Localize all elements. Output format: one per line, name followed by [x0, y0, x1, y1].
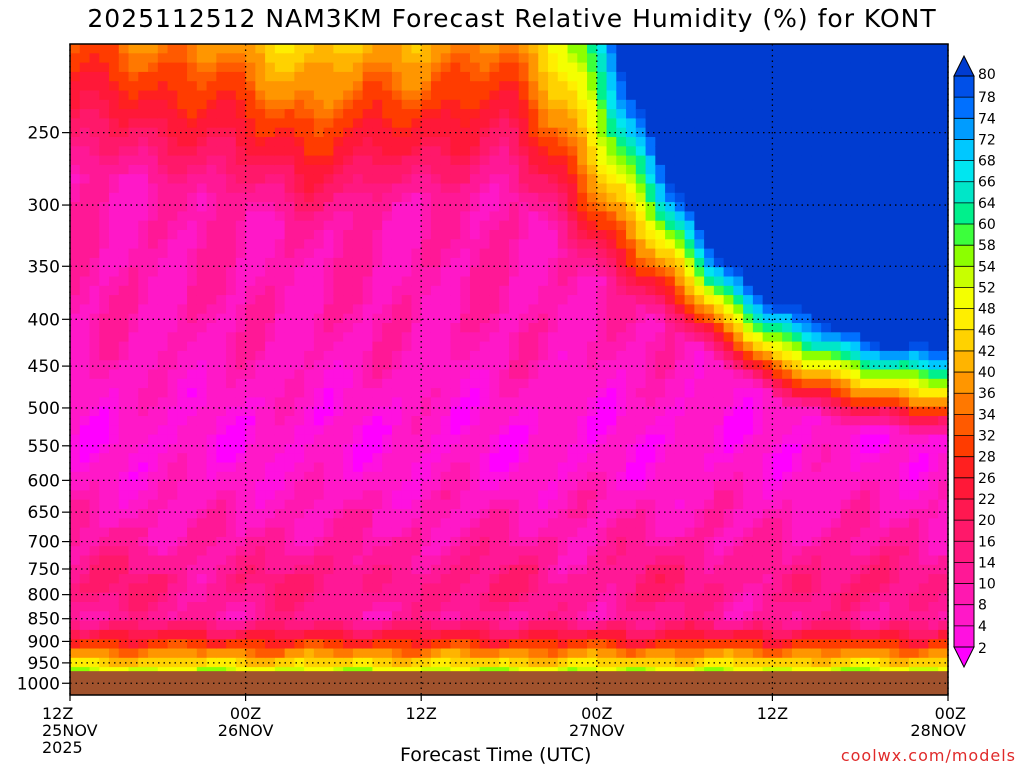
y-tick-label: 250 — [28, 124, 60, 144]
colorbar-swatch — [954, 625, 974, 648]
colorbar-swatch — [954, 477, 974, 500]
y-tick-label: 850 — [28, 610, 60, 630]
y-tick-label: 750 — [28, 560, 60, 580]
x-tick-label: 27NOV — [569, 721, 625, 740]
x-tick-label: 26NOV — [218, 721, 274, 740]
colorbar-label: 20 — [978, 513, 996, 529]
colorbar: 2481014162022262832343640424648525458606… — [953, 54, 996, 669]
y-tick-label: 950 — [28, 654, 60, 674]
colorbar-swatch — [954, 118, 974, 140]
colorbar-label: 78 — [978, 90, 996, 106]
colorbar-label: 10 — [978, 577, 996, 593]
colorbar-label: 66 — [978, 175, 996, 191]
x-tick-label: 00Z — [230, 704, 261, 723]
y-tick-label: 800 — [28, 586, 60, 606]
colorbar-swatch — [954, 76, 974, 98]
colorbar-swatch — [954, 393, 974, 415]
x-tick-label: 12Z — [757, 704, 788, 723]
x-tick-label: 12Z — [42, 704, 73, 723]
y-tick-label: 600 — [28, 471, 60, 491]
colorbar-label: 64 — [978, 196, 996, 212]
colorbar-label: 8 — [978, 598, 987, 614]
colorbar-min-arrow — [953, 646, 975, 669]
y-tick-label: 900 — [28, 632, 60, 652]
y-tick-label: 700 — [28, 533, 60, 553]
colorbar-swatch — [954, 245, 974, 267]
y-tick-label: 300 — [28, 196, 60, 216]
colorbar-label: 68 — [978, 154, 996, 170]
y-tick-label: 400 — [28, 310, 60, 330]
y-tick-label: 350 — [28, 257, 60, 277]
colorbar-label: 42 — [978, 344, 996, 360]
y-tick-label: 450 — [28, 357, 60, 377]
colorbar-label: 26 — [978, 471, 996, 487]
colorbar-label: 16 — [978, 534, 996, 550]
colorbar-swatch — [954, 562, 974, 584]
humidity-field — [70, 44, 948, 695]
y-tick-label: 1000 — [17, 674, 60, 694]
colorbar-swatch — [954, 435, 974, 458]
y-tick-label: 650 — [28, 503, 60, 523]
plot-frame — [69, 43, 949, 696]
colorbar-label: 80 — [978, 67, 996, 83]
colorbar-label: 2 — [978, 641, 987, 657]
colorbar-label: 48 — [978, 302, 996, 318]
colorbar-label: 46 — [978, 323, 996, 339]
colorbar-label: 4 — [978, 619, 987, 635]
colorbar-swatch — [954, 160, 974, 183]
colorbar-swatch — [954, 498, 974, 521]
credit-link[interactable]: coolwx.com/models — [840, 746, 1016, 765]
colorbar-label: 52 — [978, 280, 996, 296]
x-tick-label: 28NOV — [910, 721, 966, 740]
colorbar-label: 72 — [978, 132, 996, 148]
chart-title: 2025112512 NAM3KM Forecast Relative Humi… — [87, 4, 937, 33]
colorbar-swatch — [954, 414, 974, 436]
colorbar-frame — [953, 75, 975, 648]
colorbar-swatch — [954, 287, 974, 310]
colorbar-label: 60 — [978, 217, 996, 233]
x-tick-label: 00Z — [935, 704, 966, 723]
colorbar-label: 40 — [978, 365, 996, 381]
colorbar-label: 14 — [978, 555, 996, 571]
y-axis: 2503003504004505005506006507007508008509… — [17, 124, 70, 694]
colorbar-label: 36 — [978, 386, 996, 402]
colorbar-swatch — [954, 329, 974, 352]
y-tick-label: 500 — [28, 399, 60, 419]
colorbar-swatch — [954, 604, 974, 627]
colorbar-swatch — [954, 350, 974, 373]
colorbar-swatch — [954, 97, 974, 119]
x-tick-label: 25NOV — [42, 721, 98, 740]
y-tick-label: 550 — [28, 437, 60, 457]
x-axis-label: Forecast Time (UTC) — [400, 744, 592, 766]
colorbar-swatch — [954, 224, 974, 246]
ground-surface — [70, 671, 948, 695]
colorbar-label: 22 — [978, 492, 996, 508]
colorbar-label: 54 — [978, 259, 996, 275]
colorbar-swatch — [954, 181, 974, 204]
colorbar-swatch — [954, 308, 974, 331]
colorbar-swatch — [954, 266, 974, 288]
colorbar-swatch — [954, 541, 974, 563]
colorbar-label: 28 — [978, 450, 996, 466]
x-tick-label: 2025 — [42, 738, 83, 757]
x-tick-label: 00Z — [581, 704, 612, 723]
colorbar-swatch — [954, 372, 974, 394]
x-tick-label: 12Z — [406, 704, 437, 723]
colorbar-label: 34 — [978, 407, 996, 423]
colorbar-swatch — [954, 583, 974, 606]
colorbar-swatch — [954, 139, 974, 161]
colorbar-swatch — [954, 520, 974, 542]
colorbar-label: 58 — [978, 238, 996, 254]
colorbar-label: 74 — [978, 111, 996, 127]
colorbar-max-arrow — [953, 54, 975, 77]
colorbar-label: 32 — [978, 429, 996, 445]
grid-lines — [69, 44, 949, 695]
colorbar-swatch — [954, 456, 974, 479]
colorbar-swatch — [954, 202, 974, 225]
